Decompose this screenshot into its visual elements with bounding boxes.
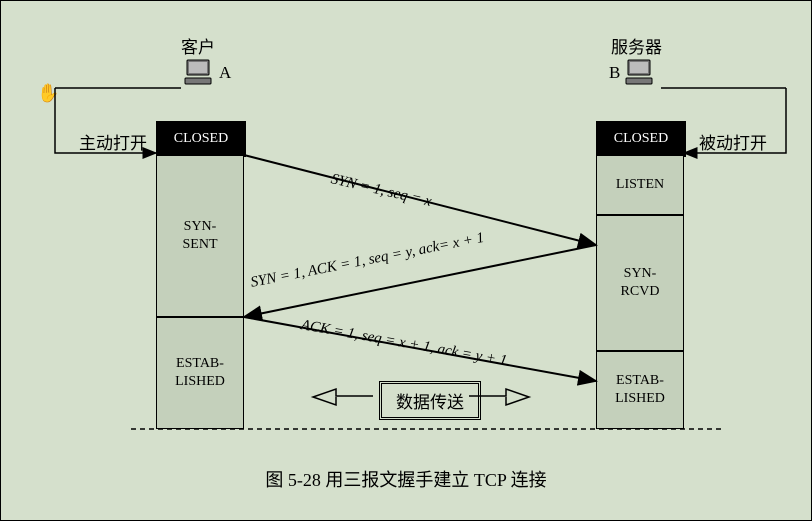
letter-a: A [219,63,231,83]
server-label: 服务器 [611,33,662,58]
figure-caption: 图 5-28 用三报文握手建立 TCP 连接 [1,466,811,492]
letter-b: B [609,63,620,83]
state-established-b: ESTAB- LISHED [596,351,684,429]
state-syn-rcvd: SYN- RCVD [596,215,684,351]
client-label: 客户 [181,33,215,58]
computer-icon-b [624,59,654,83]
tcp-handshake-diagram: ✋ 客户 服务器 A B 主动打开 被动打开 CLOSED SYN- SENT … [0,0,812,521]
data-arrow-left [313,389,373,405]
state-listen: LISTEN [596,155,684,215]
data-transfer-box: 数据传送 [379,381,481,420]
cursor-icon: ✋ [37,83,59,104]
state-closed-b: CLOSED [596,121,686,157]
state-syn-sent: SYN- SENT [156,155,244,317]
msg3-label: ACK = 1, seq = x + 1, ack = y + 1 [300,317,509,370]
msg2-label: SYN = 1, ACK = 1, seq = y, ack= x + 1 [249,230,485,292]
msg1-label: SYN = 1, seq = x [329,171,433,211]
computer-icon-a [183,59,213,83]
active-open-label: 主动打开 [79,129,147,154]
state-established-a: ESTAB- LISHED [156,317,244,429]
state-closed-a: CLOSED [156,121,246,157]
passive-open-label: 被动打开 [699,129,767,154]
